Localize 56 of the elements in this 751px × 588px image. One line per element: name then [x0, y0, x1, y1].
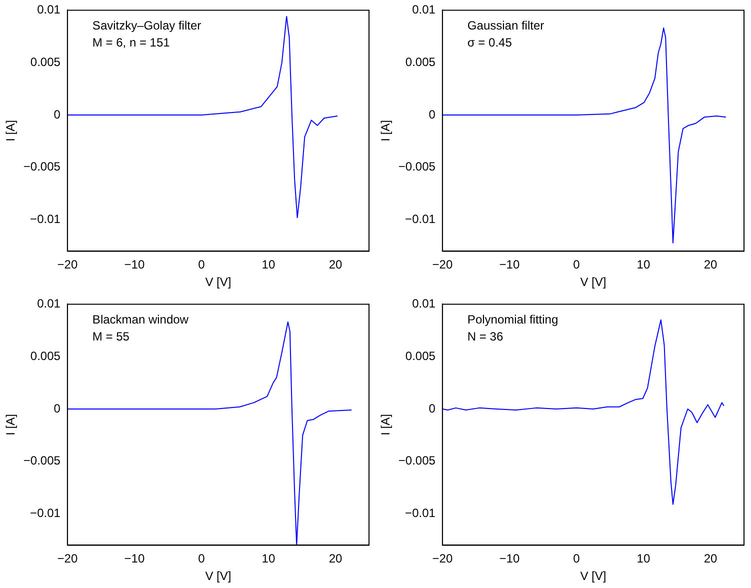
y-tick-label: −0.005	[23, 454, 61, 468]
x-tick-label: 20	[328, 552, 342, 566]
y-axis-title: I [A]	[4, 414, 18, 436]
y-tick-label: 0	[54, 107, 61, 122]
x-tick-label: 0	[198, 552, 206, 566]
x-tick-label: 10	[262, 258, 276, 272]
x-axis-title: V [V]	[205, 569, 232, 584]
y-tick-label: 0	[428, 401, 436, 416]
x-tick-label: −20	[432, 552, 453, 566]
y-axis-title: I [A]	[4, 120, 18, 142]
y-tick-label: 0.005	[405, 348, 436, 363]
y-tick-label: 0.01	[412, 296, 436, 311]
x-tick-label: 0	[573, 258, 580, 272]
x-tick-label: −10	[124, 552, 145, 566]
y-axis-title: I [A]	[378, 120, 393, 142]
x-tick-label: 20	[328, 258, 342, 272]
y-tick-label: 0	[54, 401, 61, 416]
y-tick-label: 0.005	[30, 54, 61, 69]
annotation: N = 36	[467, 330, 504, 344]
x-tick-label: 0	[198, 258, 206, 272]
y-tick-label: 0.005	[405, 54, 436, 69]
x-tick-label: 0	[573, 552, 580, 566]
x-axis-title: V [V]	[580, 569, 606, 584]
annotation: σ = 0.45	[467, 36, 512, 50]
y-axis-title: I [A]	[378, 414, 393, 436]
y-tick-label: −0.01	[30, 506, 61, 520]
x-tick-label: −10	[124, 258, 145, 272]
y-tick-label: −0.01	[30, 212, 61, 226]
x-tick-label: 10	[636, 258, 650, 272]
x-tick-label: −20	[57, 258, 78, 272]
y-tick-label: 0.01	[412, 2, 436, 17]
annotation: Savitzky–Golay filter	[92, 18, 202, 33]
y-tick-label: 0.01	[37, 2, 61, 17]
y-tick-label: −0.005	[398, 454, 436, 468]
x-tick-label: 20	[704, 552, 718, 566]
y-tick-label: 0	[428, 107, 436, 122]
annotation: Polynomial fitting	[467, 312, 558, 327]
y-tick-label: −0.01	[405, 506, 436, 520]
y-tick-label: −0.005	[398, 160, 436, 174]
y-tick-label: 0.01	[37, 296, 61, 311]
x-tick-label: 10	[636, 552, 650, 566]
y-tick-label: 0.005	[30, 348, 61, 363]
x-axis-title: V [V]	[580, 275, 606, 290]
x-tick-label: 20	[704, 258, 718, 272]
annotation: M = 55	[92, 330, 130, 344]
annotation: M = 6, n = 151	[92, 36, 170, 50]
x-tick-label: −20	[432, 258, 453, 272]
y-tick-label: −0.01	[405, 212, 436, 226]
annotation: Blackman window	[92, 312, 189, 327]
x-axis-title: V [V]	[205, 275, 232, 290]
y-tick-label: −0.005	[23, 160, 61, 174]
x-tick-label: −10	[499, 552, 520, 566]
x-tick-label: −10	[499, 258, 520, 272]
x-tick-label: 10	[262, 552, 276, 566]
x-tick-label: −20	[57, 552, 78, 566]
annotation: Gaussian filter	[467, 18, 544, 33]
